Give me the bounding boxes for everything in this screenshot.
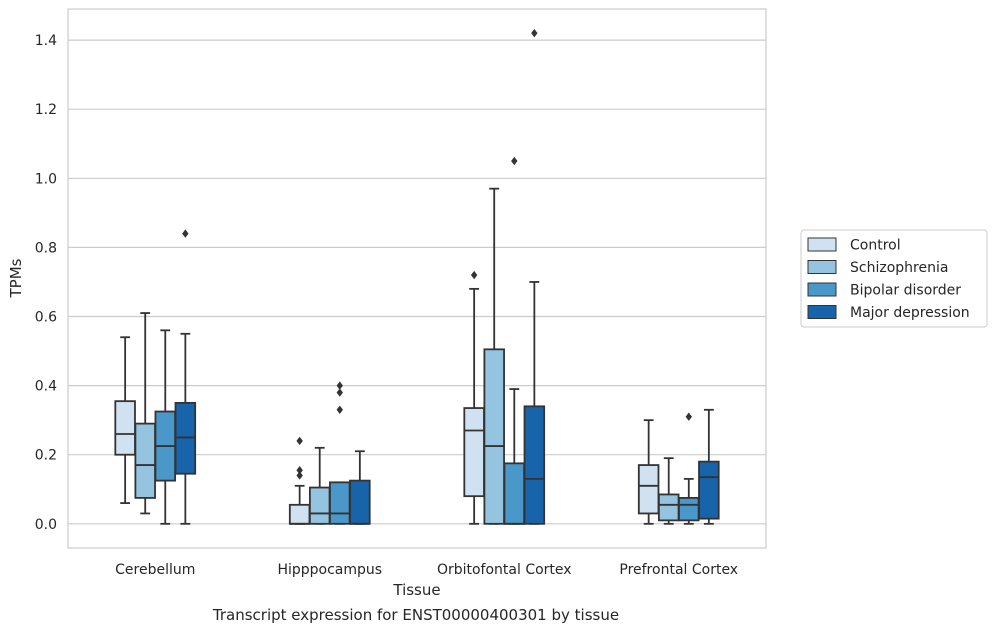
box-schizophrenia bbox=[134, 312, 156, 515]
y-tick-label: 0.8 bbox=[35, 240, 57, 256]
box-control bbox=[288, 436, 311, 525]
box-control bbox=[114, 336, 136, 504]
outlier-point bbox=[685, 412, 692, 421]
iqr-box bbox=[523, 405, 546, 525]
y-tick-label: 0.2 bbox=[35, 448, 57, 464]
iqr-box bbox=[503, 462, 526, 525]
box-major-depression bbox=[349, 450, 371, 525]
outlier-point bbox=[336, 388, 343, 397]
outlier-point bbox=[296, 436, 303, 446]
box-bipolar-disorder bbox=[678, 412, 700, 525]
y-tick-label: 1.4 bbox=[35, 33, 57, 49]
legend-label: Major depression bbox=[850, 305, 970, 321]
iqr-box bbox=[463, 407, 485, 498]
box-schizophrenia bbox=[483, 187, 505, 525]
iqr-box bbox=[308, 486, 331, 525]
x-tick-labels: Cerebellum Hipppocampus Orbitofontal Corte… bbox=[115, 562, 738, 578]
legend-item: Bipolar disorder bbox=[807, 282, 961, 299]
y-tick-label: 1.0 bbox=[35, 171, 57, 187]
x-tick-label: Hipppocampus bbox=[277, 562, 382, 578]
box-major-depression bbox=[698, 408, 720, 525]
legend-item: Schizophrenia bbox=[807, 260, 948, 276]
box-control bbox=[637, 419, 660, 525]
legend-frame bbox=[800, 229, 988, 328]
outlier-point bbox=[531, 28, 538, 38]
iqr-box bbox=[288, 503, 311, 525]
outlier-point bbox=[296, 466, 303, 475]
x-tick-label: Cerebellum bbox=[115, 562, 195, 578]
y-tick-label: 0.0 bbox=[35, 517, 57, 533]
box-major-depression bbox=[523, 28, 546, 525]
legend-label: Control bbox=[850, 238, 901, 254]
x-tick-label: Prefrontal Cortex bbox=[619, 562, 738, 578]
y-tick-label: 0.4 bbox=[35, 379, 57, 395]
y-axis-title: TPMs bbox=[7, 258, 25, 298]
outlier-point bbox=[336, 381, 343, 390]
x-axis-title: Tissue bbox=[392, 581, 440, 599]
legend-label: Bipolar disorder bbox=[850, 283, 961, 299]
iqr-box bbox=[483, 348, 505, 525]
iqr-box bbox=[329, 481, 351, 525]
iqr-box bbox=[134, 422, 156, 499]
iqr-box bbox=[657, 493, 680, 522]
legend-swatch bbox=[807, 282, 837, 297]
figure-caption: Transcript expression for ENST0000040030… bbox=[212, 606, 620, 624]
legend-item: Control bbox=[807, 237, 901, 254]
legend-swatch bbox=[807, 237, 837, 252]
legend-swatch bbox=[807, 260, 837, 274]
iqr-box bbox=[114, 400, 136, 456]
legend: Control Schizophrenia Bipolar disorder Majo… bbox=[800, 229, 988, 328]
legend-swatch bbox=[807, 305, 837, 319]
plot-frame bbox=[67, 8, 767, 549]
outlier-point bbox=[511, 156, 518, 166]
y-tick-labels: 0.0 0.2 0.4 0.6 0.8 1.0 1.2 1.4 bbox=[35, 33, 57, 533]
legend-label: Schizophrenia bbox=[850, 260, 948, 276]
box-bipolar-disorder bbox=[329, 381, 351, 525]
outlier-point bbox=[296, 471, 303, 480]
y-tick-label: 1.2 bbox=[35, 102, 57, 118]
box-major-depression bbox=[174, 229, 197, 525]
iqr-box bbox=[678, 497, 700, 522]
iqr-box bbox=[698, 460, 720, 520]
outlier-point bbox=[182, 229, 189, 238]
x-tick-label: Orbitofontal Cortex bbox=[437, 562, 572, 578]
y-tick-label: 0.6 bbox=[35, 310, 57, 326]
iqr-box bbox=[349, 479, 371, 525]
outlier-point bbox=[336, 405, 343, 414]
legend-item: Major depression bbox=[807, 305, 970, 321]
box-plot-marks bbox=[114, 28, 720, 525]
outlier-point bbox=[470, 270, 478, 280]
iqr-box bbox=[637, 464, 660, 515]
